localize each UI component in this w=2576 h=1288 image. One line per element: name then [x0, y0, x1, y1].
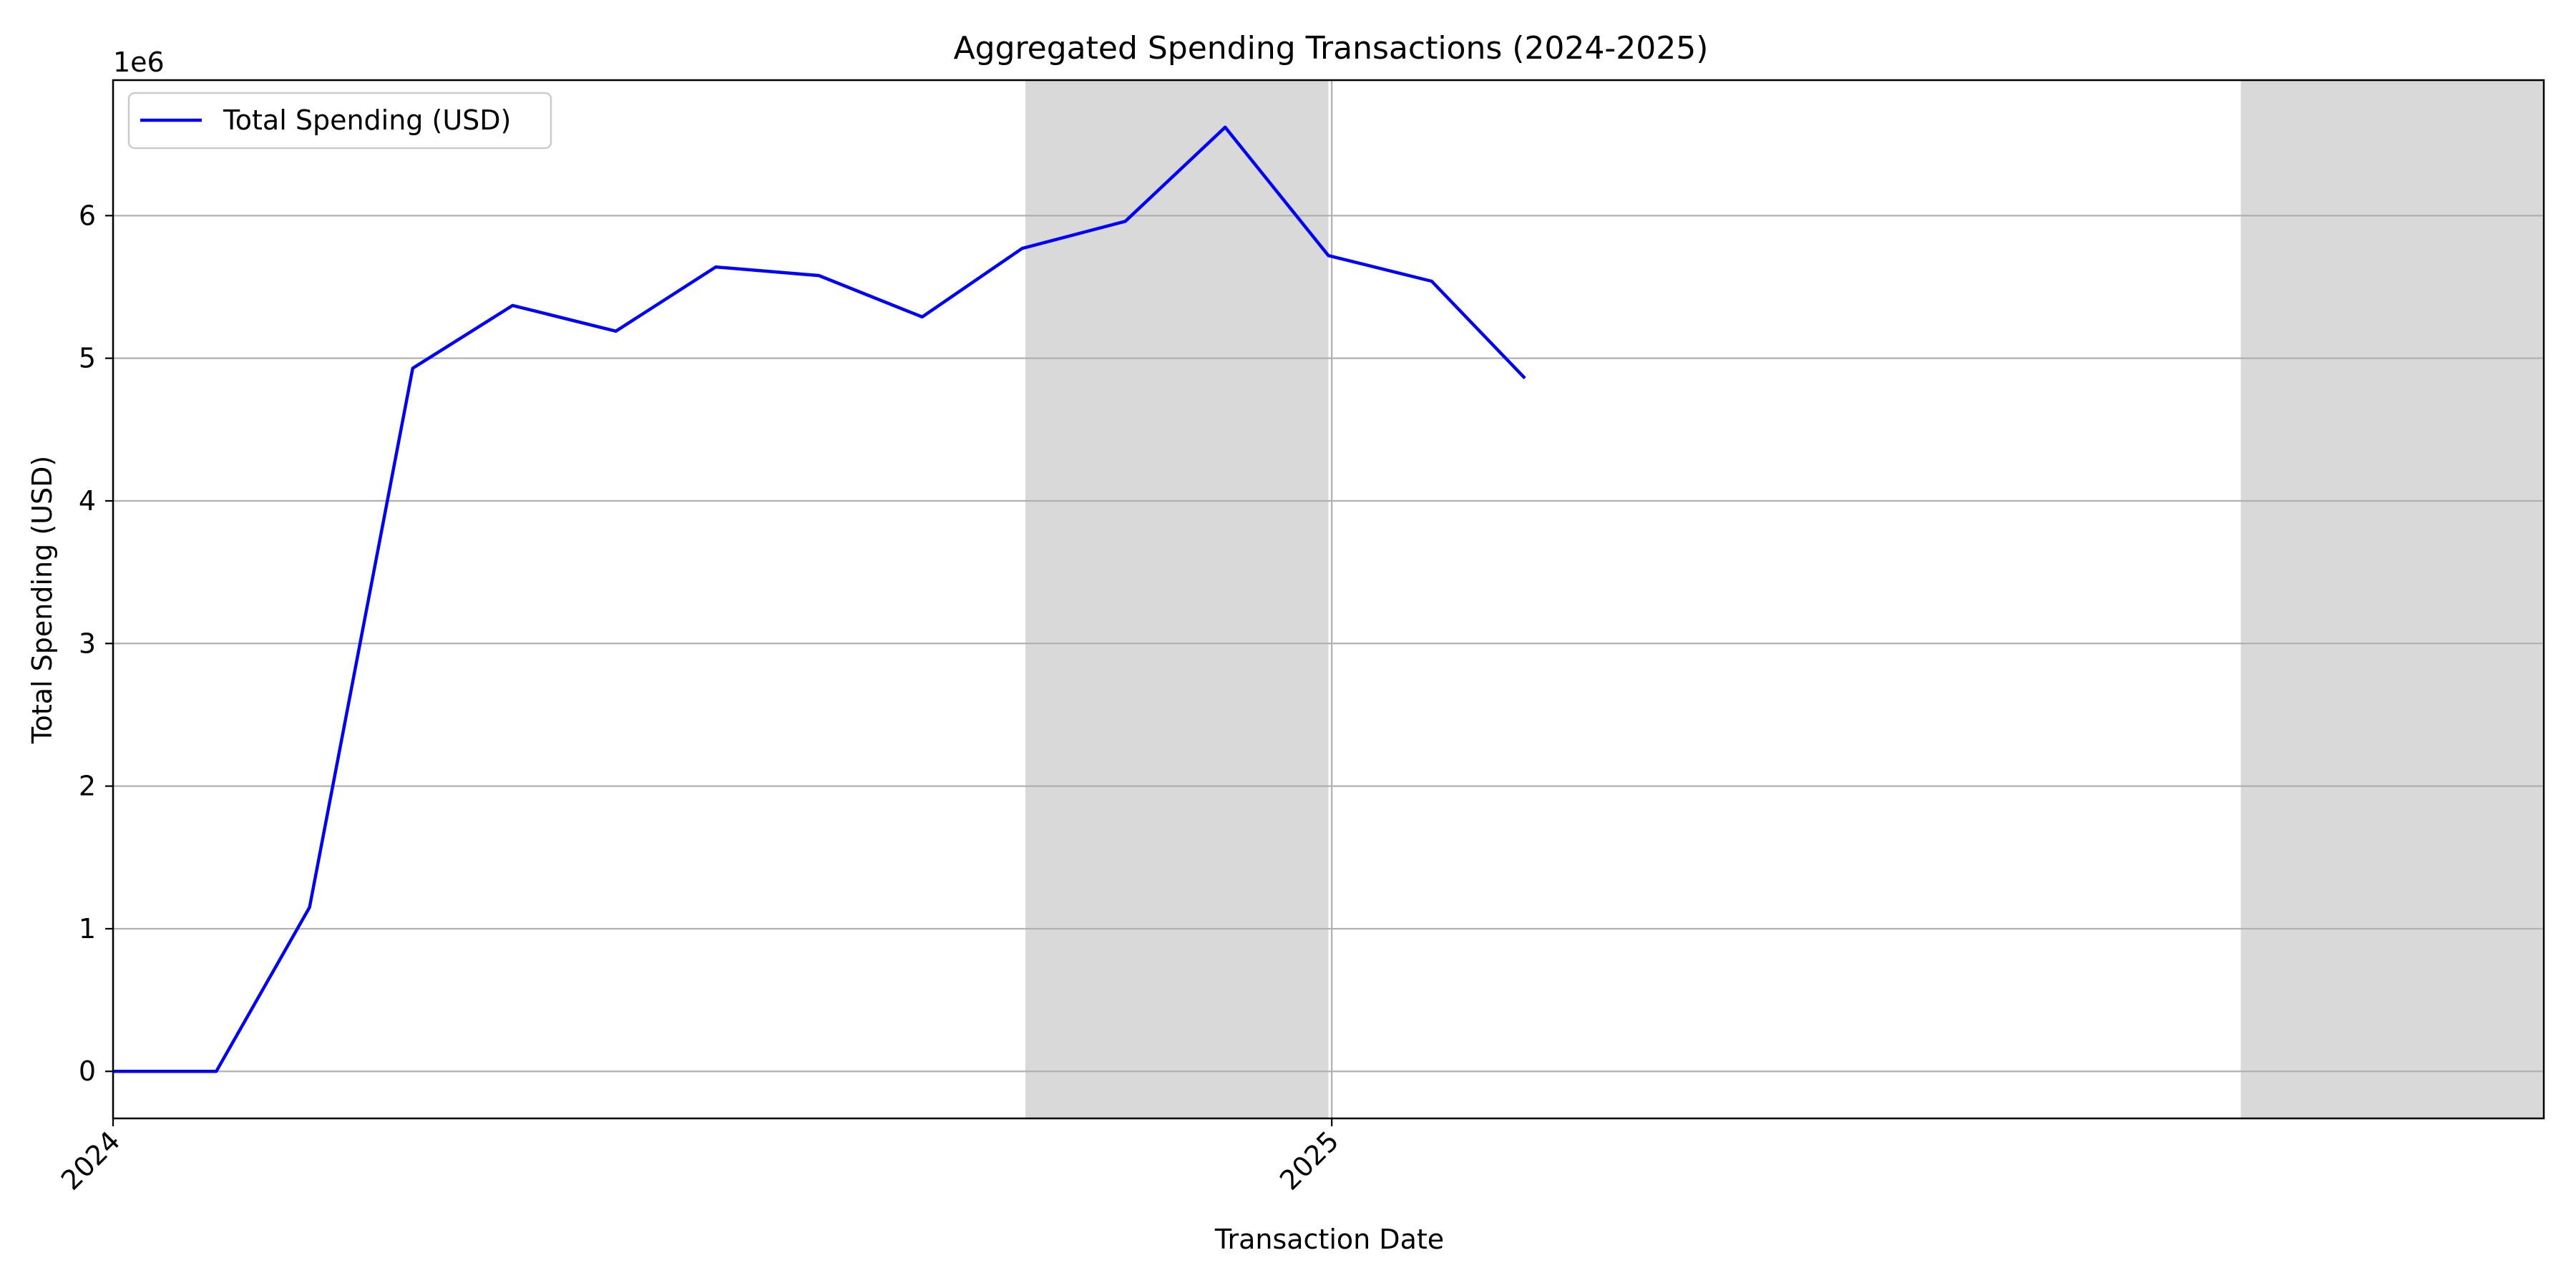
shaded-regions — [1025, 80, 2544, 1118]
y-tick-label: 2 — [79, 771, 96, 802]
x-axis-label: Transaction Date — [1214, 1224, 1444, 1255]
series-line — [113, 125, 1526, 1073]
y-axis-label: Total Spending (USD) — [26, 456, 58, 744]
shaded-region — [1025, 80, 1329, 1118]
chart-title: Aggregated Spending Transactions (2024-2… — [954, 30, 1709, 67]
series-lines — [113, 125, 1526, 1073]
legend: Total Spending (USD) — [127, 92, 552, 150]
plot-area-frame — [112, 79, 2545, 1120]
y-tick-label: 6 — [79, 200, 96, 231]
y-tick-label: 4 — [79, 485, 96, 517]
y-tick-label: 0 — [79, 1055, 96, 1087]
y-tick-label: 5 — [79, 343, 96, 374]
legend-label: Total Spending (USD) — [223, 104, 511, 136]
y-axis-offset-label: 1e6 — [113, 47, 165, 78]
shaded-region — [2240, 80, 2544, 1118]
y-tick-label: 1 — [79, 913, 96, 945]
y-tick-label: 3 — [79, 628, 96, 659]
legend-box — [127, 92, 552, 150]
